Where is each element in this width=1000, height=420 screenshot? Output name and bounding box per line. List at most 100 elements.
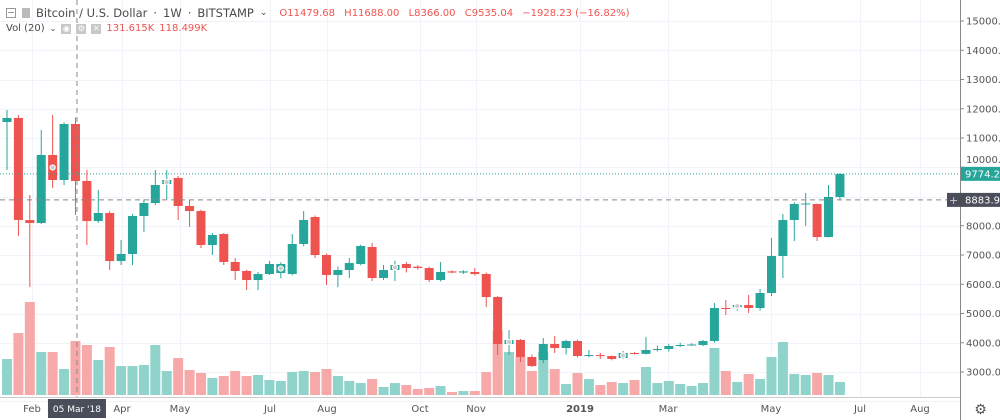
last-price-label: 9774.28 bbox=[961, 166, 1000, 181]
volume-bar bbox=[424, 387, 435, 395]
volume-bar bbox=[526, 370, 537, 395]
exchange[interactable]: BITSTAMP bbox=[197, 6, 254, 20]
candle-body bbox=[447, 271, 457, 273]
volume-bar bbox=[355, 383, 366, 395]
collapse-icon[interactable] bbox=[6, 8, 16, 18]
volume-bar bbox=[469, 391, 480, 395]
volume-bar bbox=[777, 342, 788, 395]
price-tick-label: 10000.00 bbox=[966, 155, 1000, 166]
volume-bar bbox=[344, 380, 355, 395]
candle-body bbox=[550, 344, 560, 349]
candle bbox=[401, 262, 411, 273]
candle-body bbox=[573, 340, 582, 357]
candle bbox=[504, 329, 514, 356]
candle bbox=[835, 173, 845, 200]
price-axis[interactable]: 15000.00 14000.00 13000.00 12000.00 11000.00… bbox=[961, 17, 1000, 379]
volume-bar bbox=[298, 370, 309, 395]
candle-body bbox=[595, 355, 605, 357]
interval[interactable]: 1W bbox=[163, 6, 182, 20]
candle-body bbox=[13, 117, 23, 221]
symbol-name[interactable]: Bitcoin / U.S. Dollar bbox=[36, 6, 148, 20]
volume-bar bbox=[36, 352, 47, 395]
time-axis[interactable]: Feb Apr May Jul Aug Oct Nov 2019 Mar May Jul Aug bbox=[23, 404, 930, 415]
candle bbox=[93, 190, 103, 224]
candle-body bbox=[413, 266, 423, 269]
candle bbox=[698, 339, 708, 347]
price-tick-label: 11000.00 bbox=[966, 134, 1000, 145]
volume-bar bbox=[800, 375, 811, 395]
candle bbox=[607, 355, 617, 361]
volume-bar bbox=[127, 366, 138, 395]
volume-bar bbox=[583, 378, 594, 395]
candle bbox=[732, 302, 742, 311]
volume-bar bbox=[378, 386, 389, 395]
candle-body bbox=[150, 185, 160, 203]
candle bbox=[219, 233, 229, 266]
candle bbox=[630, 352, 640, 355]
symbol-legend: Bitcoin / U.S. Dollar · 1W · BITSTAMP ⌄ … bbox=[6, 6, 635, 20]
chevron-down-icon[interactable]: ⌄ bbox=[259, 8, 268, 18]
volume-bar bbox=[264, 379, 275, 395]
price-tick-label: 3000.00 bbox=[966, 368, 1000, 379]
candle bbox=[276, 262, 286, 279]
time-tick-label: Mar bbox=[659, 404, 679, 415]
candle bbox=[538, 338, 548, 364]
volume-bar bbox=[629, 379, 640, 395]
volume-bar bbox=[504, 352, 515, 395]
open-value: O11479.68 bbox=[279, 7, 335, 19]
volume-bar bbox=[241, 376, 252, 395]
volume-bar bbox=[173, 358, 184, 395]
candle-body bbox=[789, 204, 799, 221]
candle bbox=[664, 344, 674, 352]
low-value: L8366.00 bbox=[408, 7, 456, 19]
volume-bar bbox=[698, 383, 709, 395]
eye-icon[interactable]: ◉ bbox=[61, 23, 72, 34]
candle-body bbox=[675, 345, 685, 347]
candle-body bbox=[755, 292, 765, 309]
candlesticks bbox=[2, 110, 845, 367]
candle bbox=[561, 339, 571, 355]
candle-body bbox=[230, 261, 240, 271]
price-tick-label: 7000.00 bbox=[966, 251, 1000, 262]
plus-icon[interactable]: + bbox=[949, 194, 958, 207]
candle-body bbox=[641, 350, 651, 354]
candle-body bbox=[481, 274, 491, 298]
candle bbox=[48, 115, 58, 188]
candle-body bbox=[664, 345, 674, 350]
candle bbox=[367, 243, 377, 282]
candle-body bbox=[721, 308, 731, 310]
flag-icon[interactable] bbox=[22, 8, 30, 18]
price-tick-label: 15000.00 bbox=[966, 17, 1000, 28]
gear-icon[interactable]: ⚙ bbox=[974, 401, 987, 418]
candle bbox=[766, 238, 776, 296]
candle-body bbox=[835, 174, 845, 197]
candle bbox=[493, 295, 503, 356]
candle-body bbox=[219, 233, 229, 262]
settings-icon[interactable]: ⚙ bbox=[76, 23, 87, 34]
chevron-down-icon[interactable]: ⌄ bbox=[49, 24, 57, 33]
candle bbox=[812, 203, 822, 241]
candle bbox=[744, 295, 754, 314]
candle bbox=[333, 266, 343, 288]
event-marker-icon bbox=[620, 352, 627, 359]
candle bbox=[321, 253, 331, 286]
candle-body bbox=[139, 202, 149, 217]
volume-bar bbox=[195, 372, 206, 395]
candle bbox=[481, 272, 491, 308]
candle-body bbox=[812, 204, 822, 238]
event-marker-icon bbox=[734, 302, 741, 310]
volume-bar bbox=[321, 369, 332, 395]
volume-bar bbox=[138, 364, 149, 395]
event-marker-icon bbox=[49, 164, 56, 171]
volume-bar bbox=[2, 359, 12, 395]
candle-body bbox=[25, 220, 35, 224]
volume-label[interactable]: Vol (20) bbox=[6, 23, 45, 34]
close-icon[interactable]: ✕ bbox=[91, 23, 102, 34]
time-tick-label: Aug bbox=[910, 404, 930, 415]
volume-bar bbox=[458, 391, 469, 395]
event-marker-icon bbox=[163, 178, 170, 186]
volume-bar bbox=[743, 373, 754, 395]
candle bbox=[116, 239, 126, 266]
volume-bar bbox=[618, 383, 629, 395]
